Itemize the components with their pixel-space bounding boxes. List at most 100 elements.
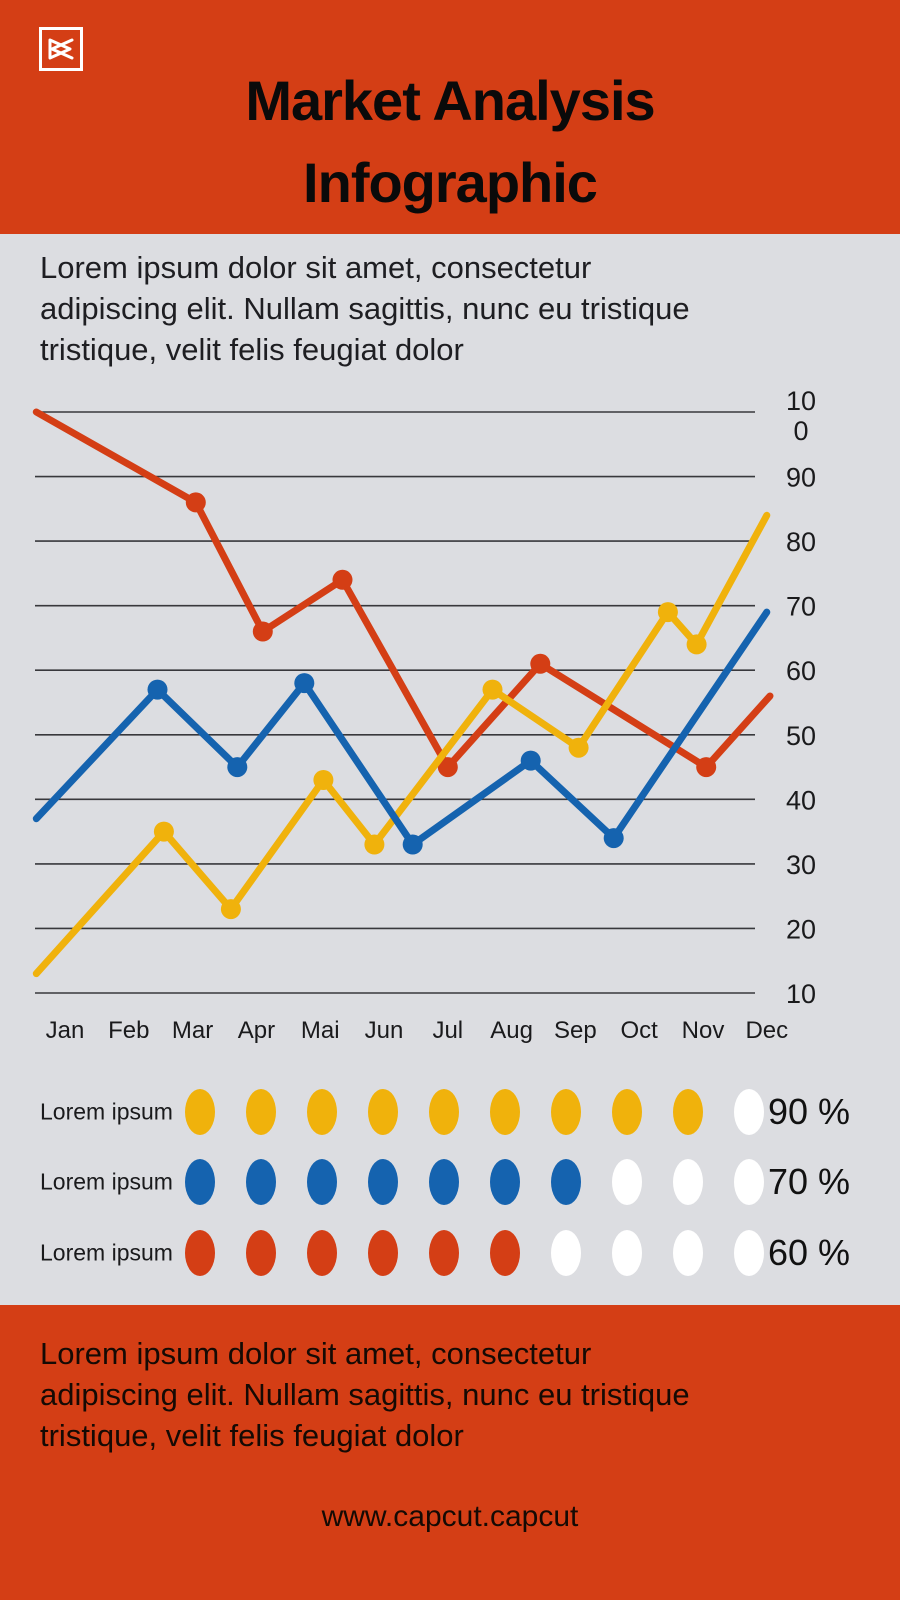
y-axis-tick-label: 50	[786, 721, 816, 751]
yellow-series-point	[568, 737, 589, 758]
legend-label: Lorem ipsum	[40, 1239, 173, 1266]
line-chart: 10 0 90 80 70 60 50 40 30 20 10 Jan Feb Mar Apr Mai Jun J…	[32, 386, 816, 1044]
red-series-point	[696, 757, 717, 778]
x-axis-month-label: Jan	[46, 1017, 85, 1044]
footer-line2: adipiscing elit. Nullam sagittis, nunc e…	[40, 1377, 690, 1412]
legend-dot-filled	[429, 1089, 459, 1135]
legend-dot-track	[185, 1159, 795, 1205]
y-axis-tick-label: 90	[786, 463, 816, 493]
page-title-line1: Market Analysis	[245, 69, 655, 132]
page-title-line2: Infographic	[303, 151, 598, 214]
x-axis-month-label: Jul	[432, 1017, 463, 1044]
legend-label: Lorem ipsum	[40, 1098, 173, 1125]
website-text: www.capcut.capcut	[321, 1500, 579, 1533]
legend-dot-track	[185, 1230, 795, 1276]
legend-dot-filled	[185, 1089, 215, 1135]
legend-row: Lorem ipsum 70 %	[0, 1157, 900, 1207]
yellow-series-line	[32, 511, 771, 978]
y-axis-tick-label: 10 0	[786, 386, 816, 446]
x-axis-month-label: Mar	[172, 1017, 213, 1044]
x-axis-month-label: Apr	[238, 1017, 275, 1044]
y-axis-tick-label: 10	[786, 979, 816, 1009]
legend-dot-filled	[185, 1230, 215, 1276]
red-series-point	[252, 621, 273, 642]
page-title: Market Analysis Infographic	[0, 60, 900, 224]
red-series-point	[437, 757, 458, 778]
red-series-line	[32, 408, 774, 771]
legend-dot-filled	[429, 1230, 459, 1276]
legend-label: Lorem ipsum	[40, 1168, 173, 1195]
yellow-series-point	[313, 770, 334, 790]
legend-dot-filled	[490, 1089, 520, 1135]
legend-dot-empty	[734, 1159, 764, 1205]
x-axis-month-label: Aug	[490, 1017, 533, 1044]
legend-dot-filled	[368, 1089, 398, 1135]
footer: Lorem ipsum dolor sit amet, consectetur …	[0, 1305, 900, 1600]
legend-percent: 60 %	[768, 1232, 851, 1273]
legend-dot-empty	[612, 1230, 642, 1276]
blue-series-point	[520, 750, 541, 771]
yellow-series-point	[364, 834, 385, 855]
capcut-logo	[39, 27, 83, 71]
legend-dot-empty	[551, 1230, 581, 1276]
x-axis-month-label: Nov	[682, 1017, 725, 1044]
footer-line1: Lorem ipsum dolor sit amet, consectetur	[40, 1336, 592, 1371]
header: Market Analysis Infographic	[0, 0, 900, 234]
blue-series-line	[32, 608, 771, 848]
legend-dot-filled	[246, 1089, 276, 1135]
blue-series-point	[402, 834, 423, 855]
yellow-series-point	[153, 821, 174, 842]
footer-line3: tristique, velit felis feugiat dolor	[40, 1418, 464, 1453]
y-axis-tick-label: 30	[786, 850, 816, 880]
y-axis-tick-label: 20	[786, 914, 816, 944]
legend-dot-filled	[307, 1230, 337, 1276]
legend-dot-filled	[551, 1089, 581, 1135]
legend-dot-empty	[673, 1230, 703, 1276]
yellow-series-point	[686, 634, 707, 655]
y-axis-tick-label: 80	[786, 527, 816, 557]
legend-percent: 70 %	[768, 1161, 851, 1202]
capcut-logo-icon	[39, 27, 83, 71]
legend-dot-filled	[612, 1089, 642, 1135]
x-axis-month-label: Sep	[554, 1017, 597, 1044]
legend-dot-empty	[612, 1159, 642, 1205]
legend-dot-empty	[734, 1230, 764, 1276]
legend-dot-filled	[246, 1230, 276, 1276]
red-series-point	[185, 492, 206, 513]
legend-dot-filled	[368, 1159, 398, 1205]
x-axis-month-label: Oct	[621, 1017, 659, 1044]
x-axis-month-label: Feb	[108, 1017, 149, 1044]
intro-line2: adipiscing elit. Nullam sagittis, nunc e…	[40, 291, 690, 326]
yellow-series-point	[657, 602, 678, 623]
legend-dot-empty	[734, 1089, 764, 1135]
legend-dot-filled	[368, 1230, 398, 1276]
legend-row: Lorem ipsum 90 %	[0, 1087, 900, 1137]
legend-dot-filled	[490, 1230, 520, 1276]
x-axis-month-label: Mai	[301, 1017, 340, 1044]
yellow-series-point	[220, 899, 241, 920]
intro-paragraph: Lorem ipsum dolor sit amet, consectetur …	[40, 247, 860, 370]
blue-series-point	[603, 828, 624, 849]
legend-dot-filled	[307, 1159, 337, 1205]
legend-dot-filled	[429, 1159, 459, 1205]
legend-dot-filled	[246, 1159, 276, 1205]
y-axis-tick-label: 70	[786, 592, 816, 622]
blue-series-point	[294, 673, 315, 694]
x-axis-month-label: Jun	[365, 1017, 404, 1044]
legend-row: Lorem ipsum 60 %	[0, 1228, 900, 1278]
red-series-point	[332, 569, 353, 590]
y-axis-tick-label: 60	[786, 656, 816, 686]
x-axis-month-label: Dec	[745, 1017, 788, 1044]
legend-dot-track	[185, 1089, 795, 1135]
legend-percent: 90 %	[768, 1091, 851, 1132]
legend-dot-filled	[307, 1089, 337, 1135]
legend-dot-empty	[673, 1159, 703, 1205]
red-series-point	[530, 653, 551, 674]
intro-line1: Lorem ipsum dolor sit amet, consectetur	[40, 250, 592, 285]
legend-dot-filled	[551, 1159, 581, 1205]
legend-dot-filled	[673, 1089, 703, 1135]
legend-dot-filled	[185, 1159, 215, 1205]
footer-paragraph: Lorem ipsum dolor sit amet, consectetur …	[40, 1333, 860, 1456]
yellow-series-point	[482, 679, 503, 700]
